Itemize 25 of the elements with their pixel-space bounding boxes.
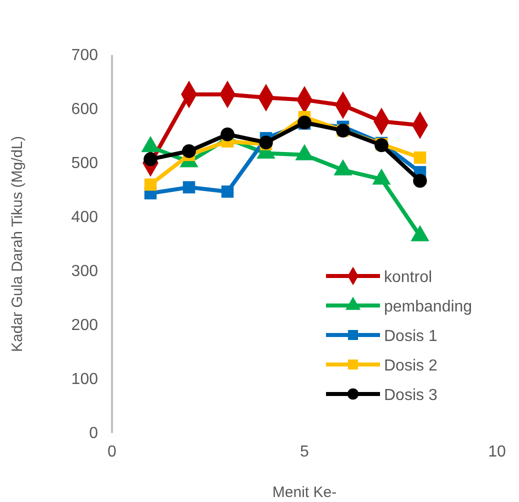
point (144, 178, 157, 191)
legend-label: Dosis 2 (384, 358, 438, 374)
point (182, 181, 196, 194)
legend-label: pembanding (384, 298, 472, 316)
y-tick-label: 500 (71, 155, 98, 172)
y-tick-label: 200 (71, 317, 98, 334)
y-tick-label: 300 (71, 263, 98, 280)
point (221, 185, 234, 198)
y-tick-label: 600 (71, 101, 98, 118)
x-tick-label: 0 (108, 443, 117, 460)
y-tick-label: 700 (71, 47, 98, 64)
x-tick-label: 10 (488, 443, 506, 460)
x-axis-title: Menit Ke- (272, 484, 337, 501)
legend-label: Dosis 1 (384, 328, 438, 345)
point (220, 127, 234, 142)
y-tick-label: 400 (71, 209, 98, 226)
y-axis-title: Kadar Gula Darah Tikus (Mg/dL) (9, 136, 26, 352)
point (414, 151, 426, 164)
legend-label: kontrol (384, 269, 432, 286)
point (182, 144, 196, 158)
point (413, 174, 427, 188)
legend-label: Dosis 3 (384, 387, 438, 404)
y-tick-label: 100 (71, 371, 98, 388)
x-tick-label: 5 (300, 443, 310, 460)
y-tick-label: 0 (89, 425, 98, 442)
